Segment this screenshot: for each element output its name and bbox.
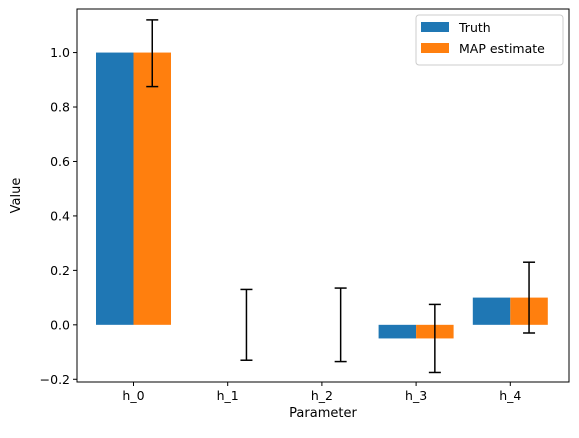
legend-box — [415, 14, 564, 66]
bar-truth-h_3 — [378, 324, 417, 339]
x-axis-label: Parameter — [289, 406, 357, 421]
y-tick-label: 0.6 — [50, 154, 70, 169]
x-axis: h_0 h_1 h_2 h_3 h_4 — [122, 382, 521, 403]
legend: Truth MAP estimate — [415, 14, 564, 66]
legend-label-map: MAP estimate — [459, 41, 545, 56]
bar-truth-h_0 — [96, 52, 134, 325]
error-bar-h_2 — [334, 287, 347, 363]
y-tick-label: −0.2 — [40, 372, 70, 387]
error-bar-h_0 — [146, 19, 159, 88]
bar-map-h_0 — [133, 52, 171, 325]
legend-swatch-map — [421, 43, 449, 53]
x-tick-label-h_3: h_3 — [405, 388, 427, 403]
y-tick-label: 1.0 — [50, 45, 70, 60]
x-tick-label-h_1: h_1 — [217, 388, 239, 403]
y-tick-label: 0.0 — [50, 317, 70, 332]
error-bar-h_4 — [523, 261, 536, 334]
legend-label-truth: Truth — [458, 20, 491, 35]
bars-layer — [96, 52, 548, 339]
x-tick-label-h_4: h_4 — [499, 388, 521, 403]
plot-frame — [76, 8, 570, 383]
y-axis: −0.2 0.0 0.2 0.4 0.6 0.8 1.0 — [40, 45, 77, 387]
bar-truth-h_4 — [472, 297, 511, 325]
error-bar-h_1 — [240, 288, 253, 361]
y-tick-label: 0.2 — [50, 263, 70, 278]
x-tick-label-h_0: h_0 — [122, 388, 144, 403]
y-tick-label: 0.4 — [50, 208, 70, 223]
y-axis-label: Value — [9, 178, 24, 214]
y-tick-label: 0.8 — [50, 100, 70, 115]
x-tick-label-h_2: h_2 — [311, 388, 333, 403]
error-bars-layer — [146, 19, 536, 374]
legend-swatch-truth — [421, 22, 449, 32]
error-bar-h_3 — [428, 303, 441, 374]
